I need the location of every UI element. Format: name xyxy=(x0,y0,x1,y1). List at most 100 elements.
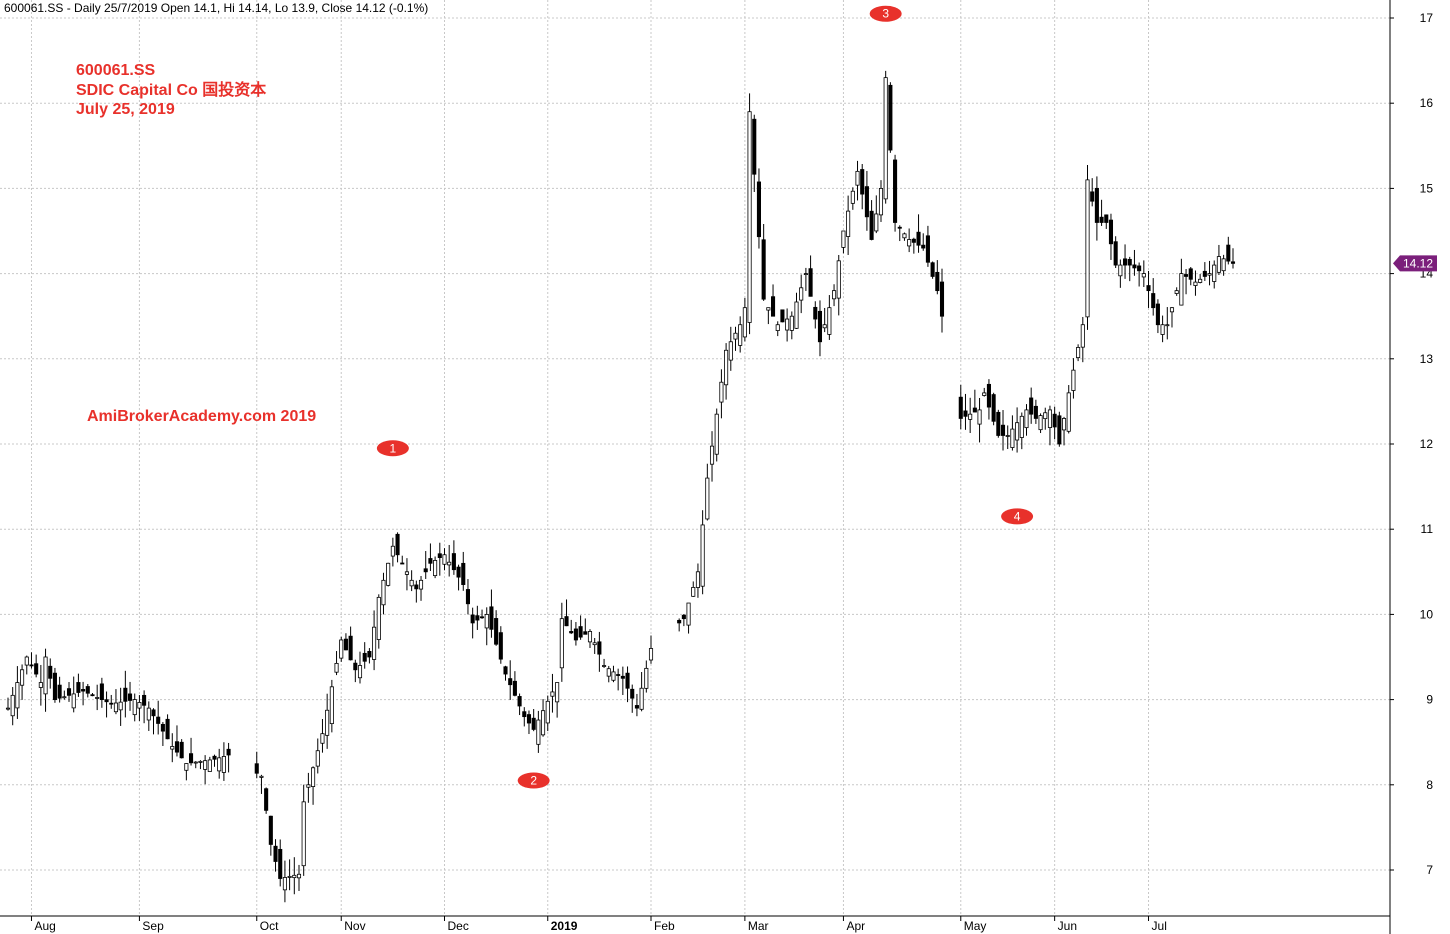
candle-body xyxy=(775,324,780,331)
candle-body xyxy=(66,688,72,696)
candle-body xyxy=(90,694,95,697)
candle-body xyxy=(146,707,151,721)
wave-marker-shape xyxy=(869,5,902,22)
candle-body xyxy=(878,187,884,216)
candle-body xyxy=(165,718,170,740)
candle-body xyxy=(639,687,644,710)
candle-body xyxy=(564,616,569,627)
candle-body xyxy=(376,596,381,640)
candle-body xyxy=(198,760,203,763)
candle-body xyxy=(996,411,1001,436)
candle-body xyxy=(1047,409,1052,428)
candle-body xyxy=(1216,256,1221,273)
x-tick-label: Feb xyxy=(654,919,675,933)
candle-body xyxy=(99,683,104,701)
candle-body xyxy=(916,231,921,246)
candle-body xyxy=(1080,324,1085,348)
candle-body xyxy=(259,775,264,778)
candle-body xyxy=(1038,415,1043,431)
candle-body xyxy=(433,560,438,577)
candle-body xyxy=(404,571,409,575)
x-tick-label: Nov xyxy=(344,919,365,933)
candle-body xyxy=(179,741,184,759)
candle-body xyxy=(761,239,766,300)
y-tick-label: 13 xyxy=(1420,352,1434,366)
candle-body xyxy=(620,675,625,679)
wave-markers: 1 2 3 4 xyxy=(376,5,1034,789)
candle-body xyxy=(939,281,945,317)
candle-body xyxy=(728,341,733,361)
candle-body xyxy=(301,801,306,867)
candle-body xyxy=(770,296,776,317)
candle-body xyxy=(306,784,311,788)
candle-body xyxy=(756,181,762,238)
y-tick-label: 15 xyxy=(1420,181,1434,195)
candle-body xyxy=(578,626,583,638)
candle-body xyxy=(15,682,20,709)
candle-body xyxy=(616,674,621,676)
candle-body xyxy=(982,392,987,396)
candle-body xyxy=(555,682,560,703)
candle-body xyxy=(428,558,433,564)
company-annotation: SDIC Capital Co 国投资本 xyxy=(76,80,266,99)
candle-body xyxy=(893,159,898,223)
candle-body xyxy=(1099,216,1104,223)
candle-body xyxy=(536,719,541,745)
candle-body xyxy=(526,714,532,724)
candle-body xyxy=(1066,392,1071,432)
candle-body xyxy=(888,84,893,151)
candle-body xyxy=(719,381,724,403)
candle-body xyxy=(207,759,212,772)
candle-body xyxy=(81,689,86,692)
candle-body xyxy=(151,709,156,717)
candle-body xyxy=(841,230,846,248)
candle-body xyxy=(1146,285,1151,292)
wave-marker-label: 2 xyxy=(530,774,537,788)
candle-body xyxy=(1137,265,1142,272)
last-price-tag-shape xyxy=(1393,255,1437,272)
candle-body xyxy=(714,413,719,455)
candle-body xyxy=(156,716,161,724)
candle-body xyxy=(1052,413,1057,428)
candle-body xyxy=(855,170,860,186)
candle-body xyxy=(925,235,930,263)
candle-body xyxy=(442,554,447,565)
candle-body xyxy=(700,524,705,587)
x-tick-label: Dec xyxy=(447,919,468,933)
candle-body xyxy=(709,445,715,465)
candle-body xyxy=(1019,415,1024,438)
wave-marker-label: 3 xyxy=(882,7,889,21)
candle-body xyxy=(85,686,90,694)
chart-header: 600061.SS - Daily 25/7/2019 Open 14.1, H… xyxy=(4,1,428,15)
candle-body xyxy=(611,671,616,681)
candle-body xyxy=(907,239,912,247)
candle-body xyxy=(724,349,729,386)
candle-body xyxy=(644,667,649,689)
candle-body xyxy=(132,699,137,716)
candle-body xyxy=(1169,307,1175,313)
candle-body xyxy=(254,763,259,774)
candle-body xyxy=(137,702,142,709)
candle-body xyxy=(691,587,696,597)
candle-body xyxy=(339,639,344,659)
candle-body xyxy=(827,307,832,335)
candle-body xyxy=(34,663,39,675)
candle-body xyxy=(95,697,100,699)
candle-body xyxy=(1015,422,1020,441)
candle-body xyxy=(1108,219,1114,245)
candle-body xyxy=(315,750,320,767)
candle-body xyxy=(836,260,841,299)
candle-body xyxy=(1155,303,1160,326)
candle-body xyxy=(1226,244,1231,262)
candle-body xyxy=(10,694,15,717)
candle-body xyxy=(212,755,217,760)
candle-body xyxy=(329,686,334,725)
candle-body xyxy=(559,618,564,669)
candle-body xyxy=(226,748,231,756)
candle-body xyxy=(118,701,123,711)
grid-lines xyxy=(0,0,1390,916)
candle-body xyxy=(456,566,461,578)
candle-body xyxy=(1202,270,1207,277)
candle-body xyxy=(1094,187,1099,223)
